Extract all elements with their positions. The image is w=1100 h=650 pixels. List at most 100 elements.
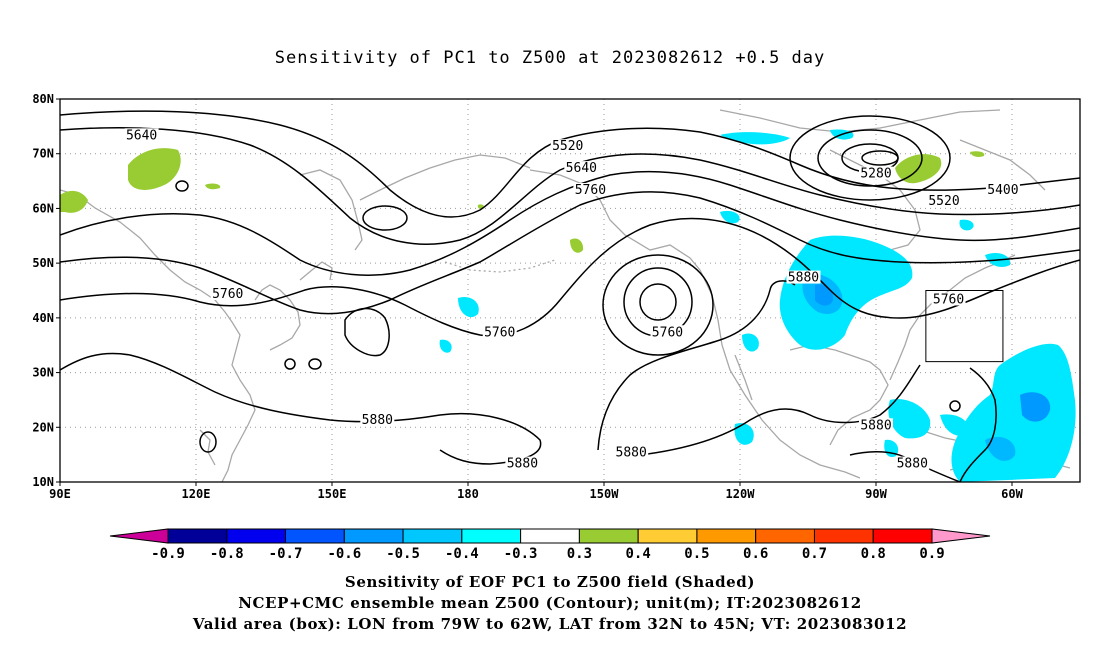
colorbar-label: 0.6	[743, 546, 768, 562]
colorbar-label: 0.4	[626, 546, 651, 562]
page-title: Sensitivity of PC1 to Z500 at 2023082612…	[274, 48, 826, 68]
contour-label-text: 5880	[362, 413, 393, 428]
contour-small-ring-3	[949, 400, 961, 412]
colorbar-swatch	[461, 528, 522, 544]
coast-hudson	[829, 149, 921, 251]
contour-small-ring-2	[199, 431, 217, 453]
contour-5880-e	[959, 367, 997, 482]
coast-gulf	[789, 344, 889, 446]
contour-label-bg	[550, 139, 585, 153]
contour-small-ring-5	[308, 358, 322, 370]
contour-label-bg	[360, 412, 395, 426]
colorbar-label: 0.8	[861, 546, 886, 562]
coast-greenland	[959, 139, 1046, 191]
contour-label-bg	[482, 325, 517, 339]
contour-label: 5640	[564, 161, 599, 176]
contour-label-bg	[985, 183, 1020, 197]
lon-tick-label: 150E	[318, 487, 347, 501]
map-border	[59, 98, 1081, 483]
contour-label-text: 5280	[860, 167, 891, 182]
footer-line-3: Valid area (box): LON from 79W to 62W, L…	[192, 615, 908, 633]
colorbar-swatch	[637, 528, 698, 544]
lon-tick-label: 180	[457, 487, 479, 501]
contour-label: 5760	[573, 183, 608, 198]
contour-label: 5400	[985, 183, 1020, 198]
contour-label-bg	[124, 128, 159, 142]
valid-area-box	[925, 290, 1004, 363]
coast-alaska	[529, 169, 701, 271]
contour-label-bg	[859, 418, 893, 432]
colorbar-label: -0.8	[210, 546, 244, 562]
contour-label: 5760	[650, 325, 685, 340]
contour-label-text: 5880	[616, 446, 647, 461]
colorbar-swatch	[343, 528, 404, 544]
lat-tick-label: 70N	[32, 147, 54, 161]
coast-baja	[734, 354, 753, 401]
contour-low-center	[861, 150, 899, 166]
contour-label-bg	[573, 183, 608, 197]
footer-line-2: NCEP+CMC ensemble mean Z500 (Contour); u…	[238, 594, 862, 612]
lat-tick-label: 50N	[32, 256, 54, 270]
lat-tick-label: 80N	[32, 92, 54, 106]
colorbar-swatch	[696, 528, 757, 544]
negative-shading	[439, 129, 1076, 482]
colorbar-swatch	[226, 528, 287, 544]
contour-5760-b	[60, 217, 1080, 337]
colorbar-swatch	[285, 528, 345, 544]
contour-label-text: 5400	[987, 183, 1018, 198]
contour-label-bg	[564, 161, 599, 175]
coast-aleutians	[444, 259, 556, 273]
lat-tick-label: 40N	[32, 311, 54, 325]
contour-label-text: 5880	[507, 457, 538, 472]
colorbar-label: 0.3	[567, 546, 592, 562]
lat-axis: 80N 70N 60N 50N 40N 30N 20N 10N	[32, 92, 60, 489]
contour-small-ring-4	[284, 358, 296, 370]
contour-label: 5640	[124, 128, 159, 143]
lat-tick-label: 60N	[32, 201, 54, 215]
footer-caption: Sensitivity of EOF PC1 to Z500 field (Sh…	[0, 572, 1100, 635]
contour-5640	[60, 170, 1080, 276]
contour-label-bg	[895, 456, 930, 470]
contour-5880-b	[597, 280, 796, 451]
coast-hokkaido	[299, 261, 333, 281]
contour-low-3	[789, 115, 951, 201]
colorbar-low-arrow	[109, 528, 169, 544]
contour-label-bg	[859, 166, 893, 180]
contour-label: 5520	[927, 193, 961, 209]
contour-label-bg	[786, 270, 821, 284]
contour-label-bg	[614, 445, 649, 459]
lon-tick-label: 120E	[182, 487, 211, 501]
coast-na-west	[699, 269, 861, 479]
footer-line-1: Sensitivity of EOF PC1 to Z500 field (Sh…	[344, 573, 756, 591]
colorbar: -0.9 -0.8 -0.7 -0.6 -0.5 -0.4 -0.3 0.3 0.4 0.5 0.6…	[109, 528, 991, 562]
colorbar-label: -0.6	[327, 546, 361, 562]
contour-label: 5760	[482, 325, 517, 340]
coast-japan	[254, 284, 301, 351]
colorbar-label: -0.3	[504, 546, 538, 562]
contour-label-text: 5520	[928, 194, 959, 209]
contour-label: 5760	[931, 292, 966, 307]
colorbar-swatch	[578, 528, 639, 544]
colorbar-label: -0.7	[269, 546, 303, 562]
lon-tick-label: 90E	[49, 487, 71, 501]
contour-label: 5280	[859, 166, 893, 182]
coast-chukotka	[359, 154, 531, 201]
colorbar-label: -0.4	[445, 546, 479, 562]
contour-5880-c	[639, 364, 921, 456]
contour-label-text: 5760	[652, 325, 683, 340]
contour-label-text: 5520	[552, 139, 583, 154]
contour-5760-a	[60, 191, 1080, 315]
contour-label-bg	[210, 286, 245, 300]
contour-label-text: 5760	[575, 183, 606, 198]
contour-label: 5880	[505, 456, 540, 472]
colorbar-swatch	[813, 528, 874, 544]
contour-label-text: 5760	[212, 287, 243, 302]
lon-axis: 90E 120E 150E 180 150W 120W 90W 60W	[49, 482, 1024, 501]
contour-label-bg	[505, 456, 540, 470]
contour-wpac-high	[344, 307, 390, 357]
contour-small-ring	[175, 180, 189, 192]
colorbar-swatch	[520, 528, 580, 544]
contour-labels: 5640 5520 5640 5760 5280 5400 5520 5880 5760 5760…	[124, 128, 1020, 472]
coast-asia	[60, 189, 256, 482]
